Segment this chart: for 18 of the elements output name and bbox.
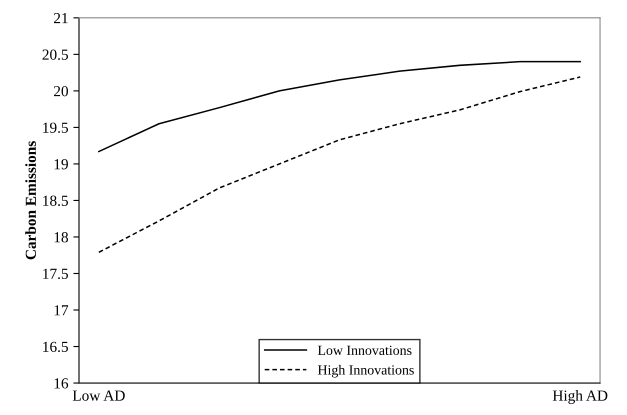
y-axis-title: Carbon Emissions [25,141,36,260]
y-tick-label: 18.5 [43,196,68,206]
legend-label: Low Innovations [318,346,412,356]
y-tick-label: 20 [54,86,68,96]
line-series [98,76,581,254]
y-tick-label: 17 [54,305,68,316]
x-tick-label: Low AD [72,390,125,401]
y-tick-label: 19.5 [43,122,68,133]
y-tick-label: 21 [54,13,68,24]
y-tick-label: 16.5 [43,342,68,352]
y-tick-label: 16 [54,378,68,388]
y-tick-label: 20.5 [42,50,68,60]
y-tick-label: 19 [54,159,68,170]
y-tick-label: 17.5 [43,268,68,280]
legend-label: High Innovations [318,364,414,378]
x-tick-label: High AD [552,390,608,404]
line-series [98,60,581,152]
y-tick-label: 18 [54,232,68,242]
